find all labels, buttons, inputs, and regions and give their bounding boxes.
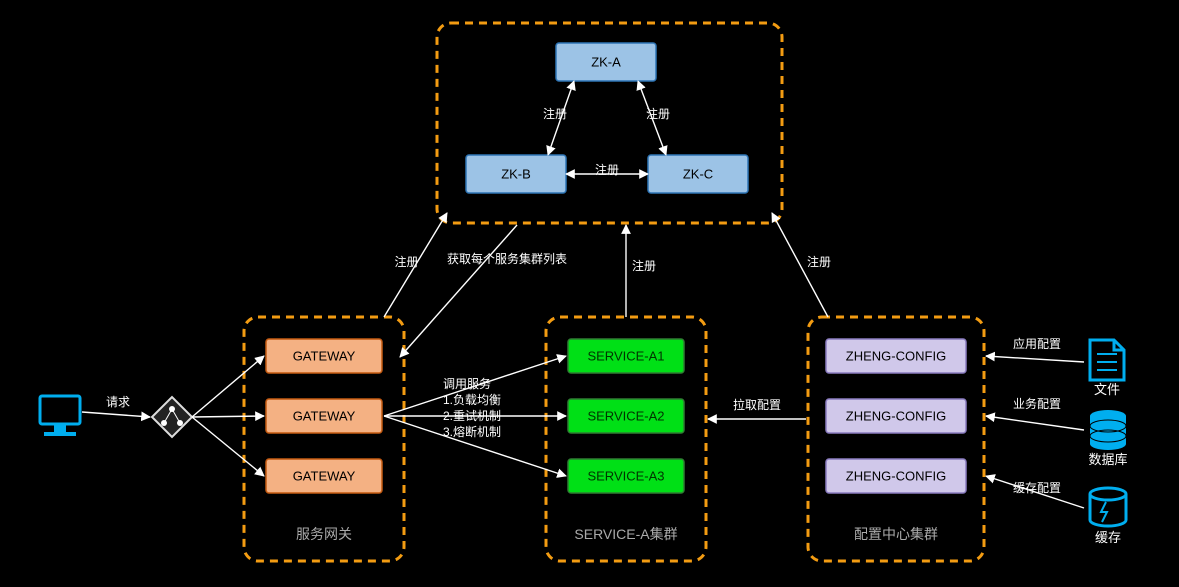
cache-icon <box>1090 488 1126 526</box>
edge <box>986 416 1084 430</box>
edge <box>400 225 517 357</box>
svg-text:应用配置: 应用配置 <box>1013 336 1061 351</box>
file-icon <box>1090 340 1124 380</box>
svg-text:配置中心集群: 配置中心集群 <box>854 526 938 542</box>
svg-text:ZHENG-CONFIG: ZHENG-CONFIG <box>846 469 946 484</box>
svg-text:调用服务: 调用服务 <box>443 376 491 391</box>
svg-text:注册: 注册 <box>807 254 831 269</box>
svg-text:SERVICE-A集群: SERVICE-A集群 <box>574 526 677 542</box>
svg-text:2.重试机制: 2.重试机制 <box>443 408 501 423</box>
svg-text:SERVICE-A1: SERVICE-A1 <box>587 349 664 364</box>
database-icon <box>1090 410 1126 450</box>
monitor-icon <box>40 396 80 436</box>
svg-text:注册: 注册 <box>632 258 656 273</box>
edge <box>986 356 1084 362</box>
zk-label-c: ZK-C <box>683 167 713 182</box>
svg-text:3.熔断机制: 3.熔断机制 <box>443 424 501 439</box>
svg-text:注册: 注册 <box>543 106 567 121</box>
svg-text:ZHENG-CONFIG: ZHENG-CONFIG <box>846 349 946 364</box>
svg-text:注册: 注册 <box>394 254 418 269</box>
svg-text:业务配置: 业务配置 <box>1013 396 1061 411</box>
lb-icon <box>152 397 192 437</box>
svg-text:注册: 注册 <box>595 162 619 177</box>
svg-text:获取每个服务集群列表: 获取每个服务集群列表 <box>447 251 567 266</box>
svg-text:注册: 注册 <box>646 106 670 121</box>
svg-text:服务网关: 服务网关 <box>296 526 352 542</box>
svg-text:文件: 文件 <box>1094 382 1120 397</box>
zk-label-b: ZK-B <box>501 167 531 182</box>
svg-text:数据库: 数据库 <box>1088 452 1127 467</box>
svg-text:拉取配置: 拉取配置 <box>733 397 781 412</box>
svg-text:SERVICE-A3: SERVICE-A3 <box>587 469 664 484</box>
zk-label-a: ZK-A <box>591 55 621 70</box>
edge <box>192 417 264 476</box>
svg-text:1.负载均衡: 1.负载均衡 <box>443 393 501 407</box>
edge <box>192 416 264 417</box>
edge <box>82 412 150 417</box>
svg-text:GATEWAY: GATEWAY <box>293 349 356 364</box>
svg-text:缓存: 缓存 <box>1095 530 1121 545</box>
svg-text:缓存配置: 缓存配置 <box>1013 481 1061 495</box>
svg-text:ZHENG-CONFIG: ZHENG-CONFIG <box>846 409 946 424</box>
architecture-diagram: ZK-AZK-BZK-C注册注册注册GATEWAYGATEWAYGATEWAY服… <box>0 0 1179 587</box>
edge <box>192 356 264 417</box>
svg-text:GATEWAY: GATEWAY <box>293 409 356 424</box>
svg-text:GATEWAY: GATEWAY <box>293 469 356 484</box>
svg-text:SERVICE-A2: SERVICE-A2 <box>587 409 664 424</box>
svg-text:请求: 请求 <box>106 395 130 409</box>
